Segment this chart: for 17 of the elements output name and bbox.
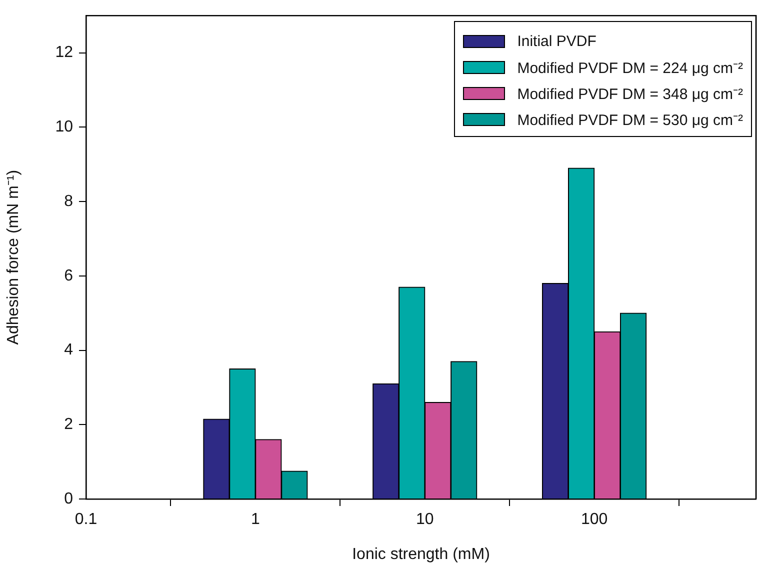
x-axis-title: Ionic strength (mM): [352, 546, 490, 563]
y-tick-label: 8: [64, 192, 74, 210]
y-tick-label: 2: [64, 416, 74, 434]
x-tick-label: 10: [416, 511, 434, 528]
legend-label: Modified PVDF DM = 530 μg cm⁻²: [517, 111, 743, 129]
y-tick-label: 4: [64, 342, 74, 359]
y-axis-title: Adhesion force (mN m⁻¹): [5, 170, 22, 345]
legend-label: Initial PVDF: [517, 32, 596, 50]
y-tick-label: 12: [55, 44, 74, 62]
y-tick-label: 6: [64, 267, 74, 284]
x-tick-label: 100: [580, 511, 608, 528]
y-tick-label: 0: [64, 490, 74, 508]
y-tick-label: 10: [55, 118, 74, 136]
legend-label: Modified PVDF DM = 224 μg cm⁻²: [517, 59, 743, 77]
x-tick-label: 0.1: [74, 511, 98, 528]
legend-label: Modified PVDF DM = 348 μg cm⁻²: [517, 85, 743, 103]
x-tick-label: 1: [250, 511, 260, 528]
